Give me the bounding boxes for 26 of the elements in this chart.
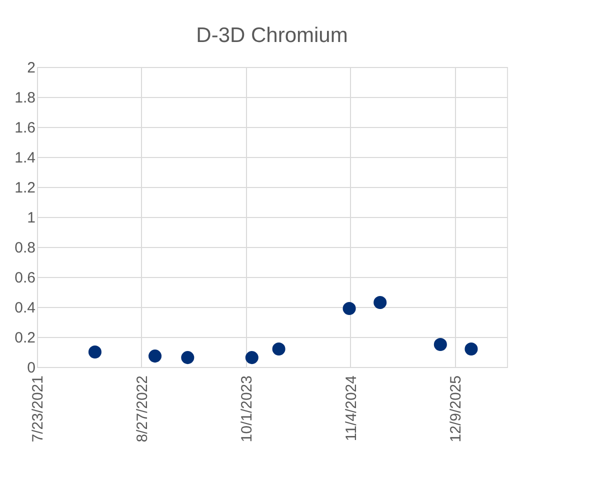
point (272, 342, 286, 356)
point (181, 351, 194, 364)
point (88, 345, 102, 359)
y-tick-label: 0.8 (14, 240, 36, 256)
point (342, 302, 356, 316)
y-tick-label: 0.2 (14, 330, 36, 346)
point (464, 342, 478, 356)
x-tick-label: 12/9/2025 (447, 376, 464, 442)
y-tick-label: 1.4 (14, 150, 36, 166)
point (374, 296, 387, 310)
y-tick-label: 1.6 (14, 120, 36, 136)
x-tick-label: 7/23/2021 (30, 376, 46, 442)
y-tick-label: 0 (27, 360, 36, 376)
y-tick-label: 1 (27, 210, 36, 226)
y-tick-label: 1.2 (14, 180, 36, 196)
x-tick-label: 11/4/2024 (342, 376, 360, 442)
chart-title: D-3D Chromium (196, 24, 348, 47)
x-tick-label: 8/27/2022 (134, 376, 151, 442)
y-tick-label: 0.4 (14, 300, 36, 316)
y-tick-label: 1.8 (14, 90, 36, 106)
y-tick-label: 0.6 (14, 270, 36, 286)
x-tick-label: 10/1/2023 (238, 376, 256, 442)
point (245, 351, 258, 364)
y-tick-label: 2 (27, 60, 36, 76)
point (434, 338, 447, 352)
point (148, 350, 162, 363)
